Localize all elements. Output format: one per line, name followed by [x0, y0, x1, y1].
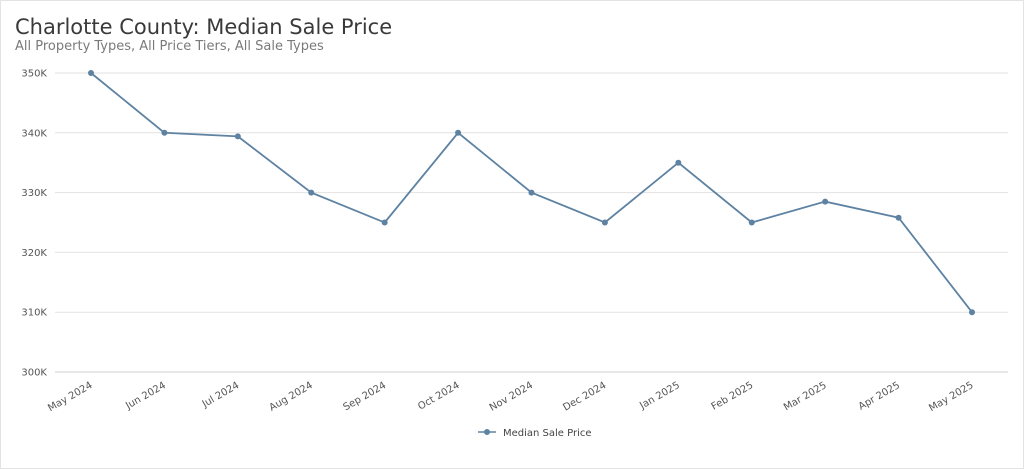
legend-marker [484, 429, 490, 435]
legend-label[interactable]: Median Sale Price [503, 428, 592, 439]
y-tick-label: 340K [21, 128, 47, 139]
y-tick-label: 330K [21, 188, 47, 199]
data-point[interactable] [455, 129, 462, 136]
y-tick-label: 320K [21, 248, 47, 259]
x-tick-label: Jan 2025 [637, 380, 682, 412]
x-tick-label: Oct 2024 [416, 380, 461, 412]
data-point[interactable] [822, 198, 829, 205]
chart-subtitle: All Property Types, All Price Tiers, All… [15, 39, 324, 54]
x-tick-label: Feb 2025 [710, 380, 756, 413]
y-tick-label: 300K [21, 368, 47, 379]
grid-lines [55, 72, 1008, 373]
data-point[interactable] [748, 219, 755, 226]
x-tick-label: May 2024 [46, 380, 94, 414]
x-tick-label: Mar 2025 [782, 380, 829, 413]
chart-title: Charlotte County: Median Sale Price [15, 15, 393, 39]
data-point[interactable] [969, 309, 975, 316]
x-axis: May 2024 Jun 2024 Jul 2024 Aug 2024 Sep 2024… [46, 380, 975, 414]
x-tick-label: Jun 2024 [123, 380, 168, 412]
y-tick-label: 350K [21, 69, 47, 80]
series-layer [88, 70, 975, 316]
x-tick-label: Sep 2024 [342, 380, 389, 413]
legend: Median Sale Price [478, 428, 592, 439]
x-tick-label: Jul 2024 [200, 380, 242, 410]
y-axis: 300K 310K 320K 330K 340K 350K [21, 69, 47, 379]
data-point[interactable] [601, 219, 608, 226]
data-point[interactable] [234, 133, 241, 140]
x-tick-label: Dec 2024 [561, 380, 608, 414]
data-point[interactable] [895, 214, 902, 221]
data-point[interactable] [675, 159, 682, 166]
x-tick-label: Nov 2024 [488, 380, 535, 414]
data-point[interactable] [528, 189, 535, 196]
x-tick-label: May 2025 [927, 380, 975, 414]
data-point[interactable] [88, 70, 94, 76]
data-point[interactable] [308, 189, 315, 196]
data-point[interactable] [381, 219, 388, 226]
y-tick-label: 310K [21, 308, 47, 319]
data-point[interactable] [161, 129, 168, 136]
x-tick-label: Aug 2024 [268, 380, 315, 414]
x-tick-label: Apr 2025 [857, 380, 902, 412]
